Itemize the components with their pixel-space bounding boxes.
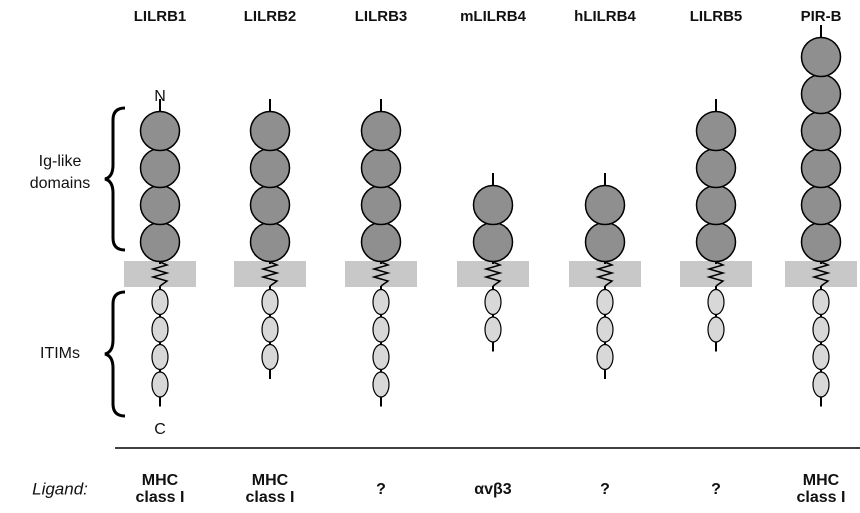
receptor-name: hLILRB4 [574, 8, 636, 25]
ig-domain [141, 223, 180, 262]
itim [597, 290, 613, 315]
ligand: MHC [803, 472, 840, 489]
ig-domain [362, 112, 401, 151]
receptor-name: mLILRB4 [460, 8, 526, 25]
c-label: C [154, 421, 166, 438]
ig-domain [802, 112, 841, 151]
itim [262, 290, 278, 315]
ig-domain [802, 38, 841, 77]
ig-domain [697, 112, 736, 151]
itim [813, 317, 829, 342]
itim [152, 317, 168, 342]
itim [708, 317, 724, 342]
itim [152, 345, 168, 370]
ig-domain [697, 186, 736, 225]
itim [708, 290, 724, 315]
itim [813, 345, 829, 370]
ig-domain [251, 223, 290, 262]
itim [373, 372, 389, 397]
itim [152, 372, 168, 397]
ig-domain [474, 186, 513, 225]
ig-domain [362, 186, 401, 225]
ig-domain [251, 186, 290, 225]
itim [373, 345, 389, 370]
ig-domain [141, 112, 180, 151]
ig-domain [802, 186, 841, 225]
ligand: class I [136, 489, 185, 506]
ligand-label: Ligand: [32, 479, 88, 498]
ig-domain [697, 223, 736, 262]
itim [262, 345, 278, 370]
ig-domain [697, 149, 736, 188]
brace [105, 292, 125, 416]
ig-domain [362, 149, 401, 188]
itim [485, 317, 501, 342]
membrane [345, 261, 417, 287]
membrane [569, 261, 641, 287]
itim [152, 290, 168, 315]
ig-domain [251, 149, 290, 188]
ig-domain [802, 75, 841, 114]
receptor-name: PIR-B [801, 8, 842, 25]
ig-domain [802, 223, 841, 262]
ig-domain [586, 186, 625, 225]
ig-domain [251, 112, 290, 151]
brace [105, 108, 125, 250]
membrane [680, 261, 752, 287]
membrane [457, 261, 529, 287]
ligand: MHC [252, 472, 289, 489]
ligand: ? [711, 481, 721, 498]
receptor-name: LILRB3 [355, 8, 408, 25]
ligand: ? [600, 481, 610, 498]
ig-domain [141, 186, 180, 225]
receptor-name: LILRB1 [134, 8, 187, 25]
itim [813, 372, 829, 397]
itim [597, 345, 613, 370]
diagram: Ig-like domains ITIMs N C Ligand: LILRB1… [0, 0, 860, 508]
ig-domain [141, 149, 180, 188]
ig-domain [802, 149, 841, 188]
ig-domain [586, 223, 625, 262]
ligand: class I [246, 489, 295, 506]
ig-domain [474, 223, 513, 262]
ligand: MHC [142, 472, 179, 489]
ig-label: domains [30, 175, 90, 192]
ligand: ? [376, 481, 386, 498]
ligand: αvβ3 [474, 481, 512, 498]
membrane [785, 261, 857, 287]
ligand: class I [797, 489, 846, 506]
itim [485, 290, 501, 315]
ig-label: Ig-like [39, 153, 82, 170]
membrane [234, 261, 306, 287]
ig-domain [362, 223, 401, 262]
receptor-name: LILRB5 [690, 8, 743, 25]
itims-label: ITIMs [40, 345, 80, 362]
itim [597, 317, 613, 342]
itim [813, 290, 829, 315]
itim [373, 290, 389, 315]
itim [262, 317, 278, 342]
itim [373, 317, 389, 342]
receptor-name: LILRB2 [244, 8, 297, 25]
membrane [124, 261, 196, 287]
